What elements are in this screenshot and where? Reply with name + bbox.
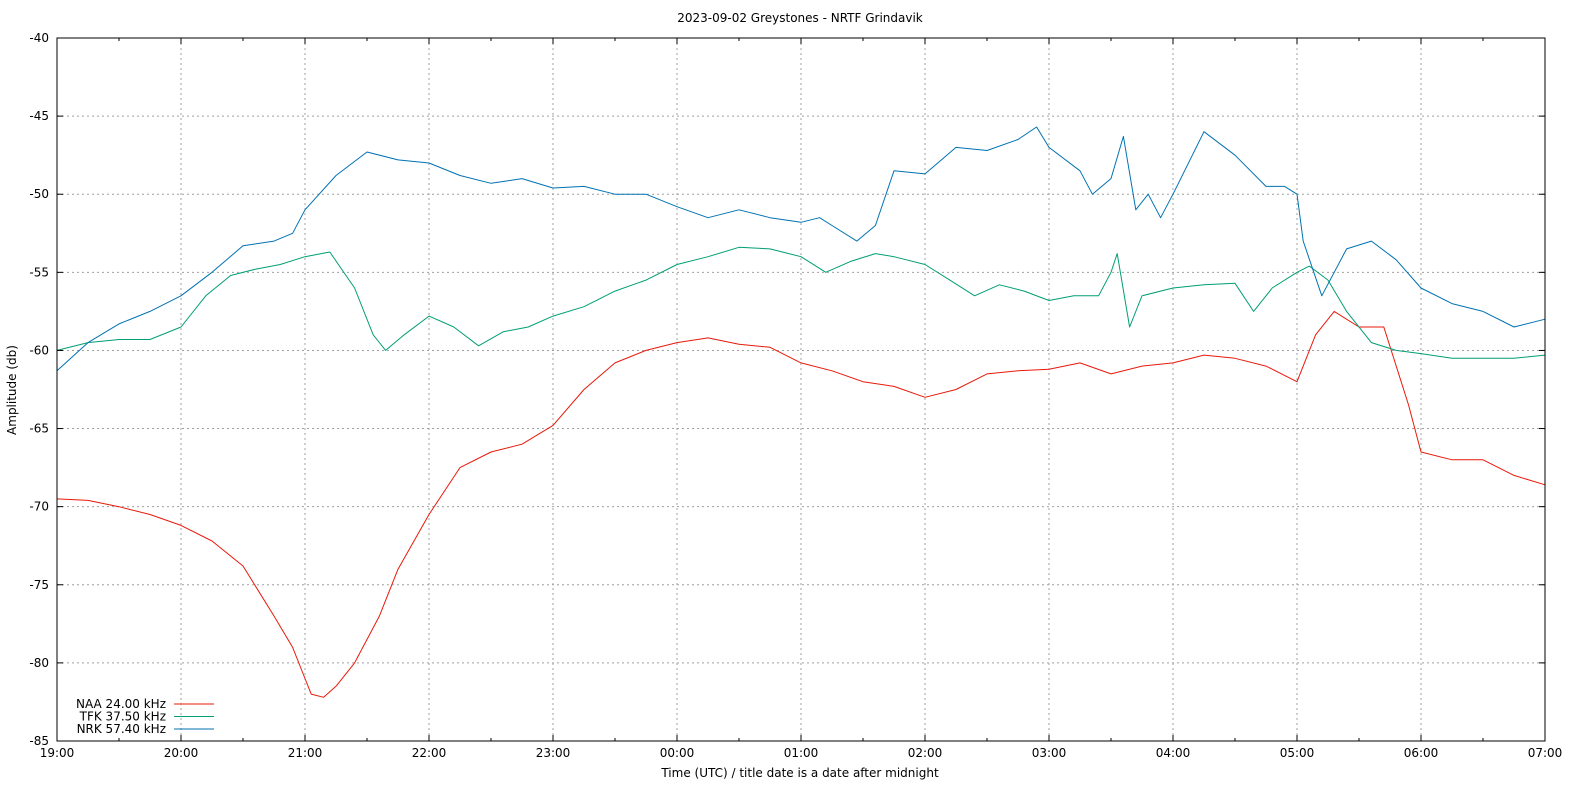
x-tick-label: 21:00 [288,746,323,760]
x-tick-label: 02:00 [908,746,943,760]
x-tick-label: 04:00 [1156,746,1191,760]
y-tick-label: -50 [29,187,49,201]
x-tick-label: 01:00 [784,746,819,760]
x-tick-label: 07:00 [1528,746,1563,760]
y-tick-label: -65 [29,422,49,436]
y-tick-label: -75 [29,578,49,592]
y-tick-label: -60 [29,343,49,357]
legend-label: NRK 57.40 kHz [77,722,166,736]
x-tick-label: 06:00 [1404,746,1439,760]
y-tick-label: -70 [29,500,49,514]
ticks [56,37,1546,742]
series-line-2 [56,246,1546,359]
x-tick-label: 20:00 [164,746,199,760]
legend-label: TFK 37.50 kHz [79,710,166,724]
legend-label: NAA 24.00 kHz [76,697,166,711]
series-layer [56,126,1546,698]
x-tick-label: 22:00 [412,746,447,760]
grid [57,38,1545,741]
x-axis-title: Time (UTC) / title date is a date after … [660,766,939,780]
x-tick-label: 19:00 [40,746,75,760]
series-line-3 [56,126,1546,372]
x-tick-label: 03:00 [1032,746,1067,760]
y-tick-label: -80 [29,656,49,670]
x-tick-label: 05:00 [1280,746,1315,760]
x-tick-label: 23:00 [536,746,571,760]
x-tick-label: 00:00 [660,746,695,760]
series-line-1 [56,310,1546,698]
y-tick-label: -55 [29,265,49,279]
chart-title: 2023-09-02 Greystones - NRTF Grindavik [677,11,923,25]
y-tick-label: -85 [29,734,49,748]
y-axis-title: Amplitude (db) [5,345,19,435]
y-tick-label: -40 [29,31,49,45]
y-tick-label: -45 [29,109,49,123]
